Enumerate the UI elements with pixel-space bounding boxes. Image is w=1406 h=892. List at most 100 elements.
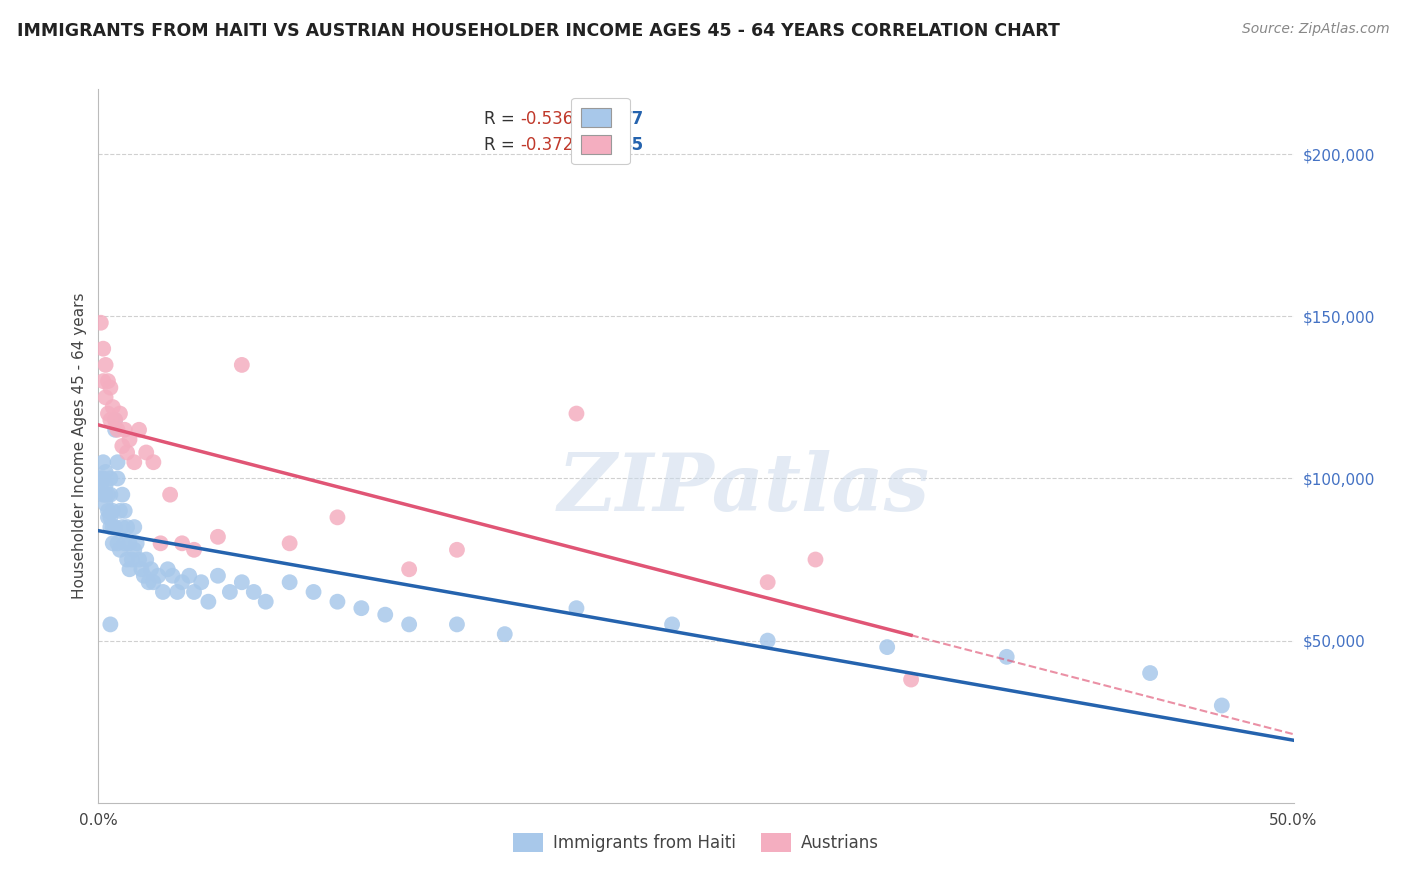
Text: ZIPatlas: ZIPatlas xyxy=(558,450,929,527)
Point xyxy=(142,455,165,469)
Point xyxy=(90,471,112,485)
Point xyxy=(114,504,136,518)
Point xyxy=(97,488,120,502)
Point xyxy=(104,520,127,534)
Point xyxy=(565,407,588,421)
Point xyxy=(90,478,112,492)
Point xyxy=(756,633,779,648)
Point xyxy=(97,510,120,524)
Point xyxy=(661,617,683,632)
Point xyxy=(98,488,122,502)
Point xyxy=(94,478,117,492)
Point xyxy=(139,562,162,576)
Point xyxy=(166,585,188,599)
Point xyxy=(90,316,112,330)
Point xyxy=(398,617,420,632)
Point xyxy=(94,465,117,479)
Point xyxy=(91,342,114,356)
Point xyxy=(118,433,141,447)
Point xyxy=(94,488,117,502)
Point xyxy=(302,585,325,599)
Point xyxy=(107,455,129,469)
Point xyxy=(91,374,114,388)
Point xyxy=(124,520,146,534)
Point xyxy=(91,471,114,485)
Point xyxy=(1139,666,1161,681)
Point xyxy=(97,407,120,421)
Text: N =: N = xyxy=(581,111,633,128)
Text: 77: 77 xyxy=(620,111,644,128)
Point xyxy=(374,607,396,622)
Point xyxy=(128,552,150,566)
Point xyxy=(995,649,1018,664)
Point xyxy=(94,358,117,372)
Point xyxy=(104,413,127,427)
Text: IMMIGRANTS FROM HAITI VS AUSTRIAN HOUSEHOLDER INCOME AGES 45 - 64 YEARS CORRELAT: IMMIGRANTS FROM HAITI VS AUSTRIAN HOUSEH… xyxy=(17,22,1060,40)
Point xyxy=(98,520,122,534)
Point xyxy=(398,562,420,576)
Point xyxy=(94,390,117,404)
Point xyxy=(278,536,301,550)
Point xyxy=(446,542,468,557)
Point xyxy=(98,413,122,427)
Point xyxy=(114,536,136,550)
Point xyxy=(350,601,373,615)
Point xyxy=(149,536,172,550)
Point xyxy=(197,595,219,609)
Point xyxy=(254,595,277,609)
Point xyxy=(172,575,194,590)
Text: Source: ZipAtlas.com: Source: ZipAtlas.com xyxy=(1241,22,1389,37)
Point xyxy=(91,455,114,469)
Point xyxy=(172,536,194,550)
Point xyxy=(94,497,117,511)
Point xyxy=(101,536,124,550)
Point xyxy=(152,585,174,599)
Point xyxy=(124,455,146,469)
Point xyxy=(278,575,301,590)
Point xyxy=(97,374,120,388)
Point xyxy=(111,439,134,453)
Point xyxy=(131,562,153,576)
Point xyxy=(125,536,148,550)
Point xyxy=(104,413,127,427)
Point xyxy=(98,471,122,485)
Y-axis label: Householder Income Ages 45 - 64 years: Householder Income Ages 45 - 64 years xyxy=(72,293,87,599)
Point xyxy=(159,488,181,502)
Point xyxy=(179,568,201,582)
Point xyxy=(148,568,170,582)
Point xyxy=(118,536,141,550)
Point xyxy=(1211,698,1233,713)
Point xyxy=(494,627,516,641)
Point xyxy=(101,400,124,414)
Point xyxy=(118,562,141,576)
Point xyxy=(121,552,143,566)
Text: R =: R = xyxy=(485,136,520,153)
Text: -0.536: -0.536 xyxy=(520,111,574,128)
Point xyxy=(900,673,922,687)
Point xyxy=(91,488,114,502)
Point xyxy=(142,575,165,590)
Point xyxy=(565,601,588,615)
Point xyxy=(132,568,155,582)
Point xyxy=(107,471,129,485)
Point xyxy=(135,445,157,459)
Point xyxy=(108,542,131,557)
Point xyxy=(98,510,122,524)
Point xyxy=(114,423,136,437)
Point xyxy=(243,585,266,599)
Point xyxy=(108,504,131,518)
Point xyxy=(446,617,468,632)
Point xyxy=(98,617,122,632)
Point xyxy=(111,488,134,502)
Point xyxy=(804,552,827,566)
Point xyxy=(107,423,129,437)
Point xyxy=(107,536,129,550)
Point xyxy=(138,575,160,590)
Point xyxy=(135,552,157,566)
Point xyxy=(104,423,127,437)
Point xyxy=(231,575,253,590)
Point xyxy=(101,520,124,534)
Text: -0.372: -0.372 xyxy=(520,136,574,153)
Point xyxy=(231,358,253,372)
Point xyxy=(876,640,898,654)
